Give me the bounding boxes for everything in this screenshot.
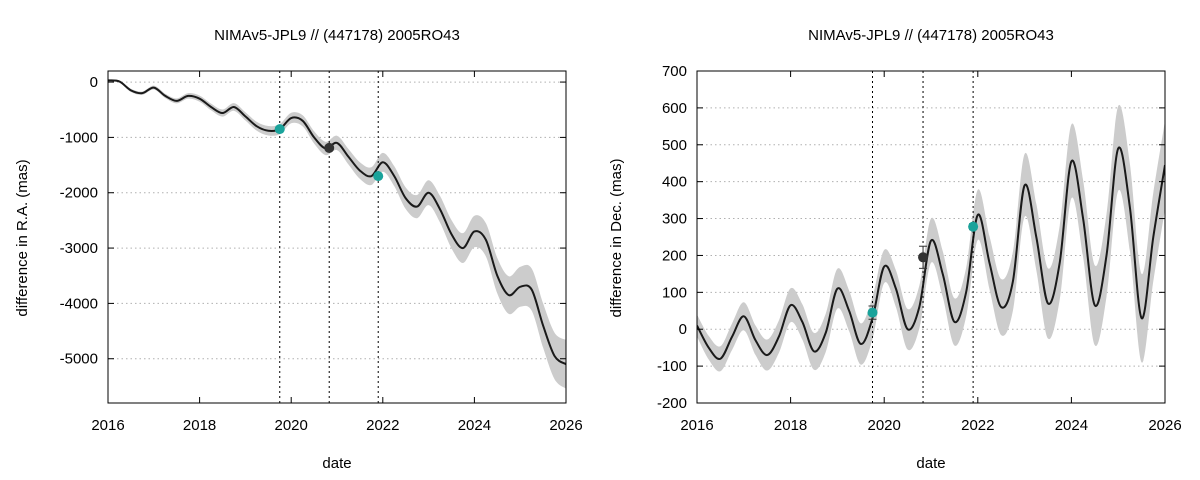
chart-title: NIMAv5-JPL9 // (447178) 2005RO43 — [214, 27, 460, 44]
x-tick-label: 2016 — [91, 417, 124, 434]
plot-area — [108, 79, 566, 389]
y-tick-label: 100 — [662, 284, 687, 301]
y-tick-label: 200 — [662, 247, 687, 264]
ra-difference-chart: NIMAv5-JPL9 // (447178) 2005RO43 date di… — [14, 27, 583, 472]
x-tick-label: 2016 — [680, 417, 713, 434]
x-axis-label: date — [916, 455, 945, 472]
y-tick-label: -2000 — [60, 185, 98, 202]
x-tick-label: 2026 — [549, 417, 582, 434]
plot-frame — [696, 70, 1166, 404]
observation-point — [867, 307, 878, 318]
y-tick-label: 500 — [662, 137, 687, 154]
plot-area — [697, 104, 1165, 372]
dec-difference-chart: NIMAv5-JPL9 // (447178) 2005RO43 date di… — [608, 27, 1182, 472]
observation-point — [373, 171, 384, 182]
y-axis-label: difference in Dec. (mas) — [608, 159, 625, 318]
x-tick-label: 2024 — [1055, 417, 1088, 434]
y-tick-label: 0 — [90, 74, 98, 91]
x-tick-label: 2024 — [458, 417, 491, 434]
y-tick-label: 700 — [662, 63, 687, 80]
y-tick-label: -5000 — [60, 351, 98, 368]
x-tick-label: 2018 — [774, 417, 807, 434]
series-line — [108, 79, 566, 366]
y-axis-label: difference in R.A. (mas) — [14, 159, 31, 316]
observation-point — [918, 252, 929, 263]
observation-point — [274, 124, 285, 135]
x-tick-label: 2022 — [961, 417, 994, 434]
uncertainty-band — [697, 104, 1165, 372]
y-tick-label: 0 — [679, 321, 687, 338]
y-tick-label: -100 — [657, 358, 687, 375]
y-tick-label: -200 — [657, 395, 687, 412]
x-tick-label: 2026 — [1148, 417, 1181, 434]
observation-point — [968, 221, 979, 232]
y-tick-label: -4000 — [60, 295, 98, 312]
plot-frame — [107, 70, 567, 404]
y-tick-label: 600 — [662, 100, 687, 117]
x-tick-label: 2022 — [366, 417, 399, 434]
x-tick-label: 2020 — [275, 417, 308, 434]
y-tick-label: 400 — [662, 174, 687, 191]
x-tick-label: 2020 — [868, 417, 901, 434]
observation-point — [324, 142, 335, 153]
y-tick-label: -3000 — [60, 240, 98, 257]
chart-title: NIMAv5-JPL9 // (447178) 2005RO43 — [808, 27, 1054, 44]
x-tick-label: 2018 — [183, 417, 216, 434]
uncertainty-band — [108, 79, 566, 389]
y-tick-label: 300 — [662, 211, 687, 228]
y-tick-label: -1000 — [60, 129, 98, 146]
x-axis-label: date — [322, 455, 351, 472]
series-line — [697, 146, 1165, 360]
